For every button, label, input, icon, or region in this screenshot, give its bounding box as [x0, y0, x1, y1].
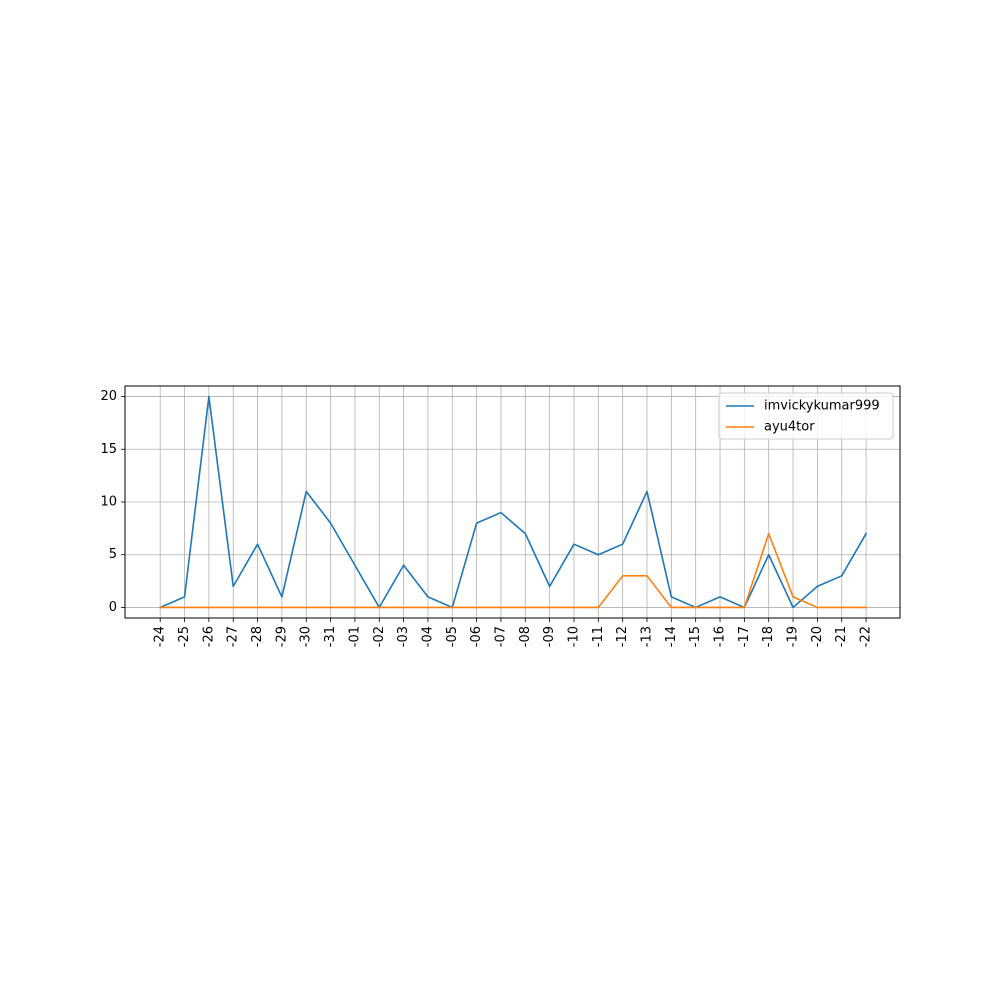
- x-tick-label: -10: [566, 626, 581, 647]
- x-tick-label: -12: [615, 626, 630, 647]
- x-tick-label: -05: [445, 626, 460, 647]
- y-tick-label: 15: [100, 442, 117, 457]
- x-tick-label: -19: [786, 626, 801, 647]
- series-line-1: [159, 395, 868, 609]
- series-line-2: [159, 532, 867, 609]
- x-tick-label: -06: [469, 626, 484, 647]
- series-lines: [159, 395, 868, 609]
- x-tick-label: -27: [226, 626, 241, 647]
- legend-label: imvickykumar999: [764, 399, 880, 414]
- x-tick-label: -04: [420, 626, 435, 647]
- x-tick-label: -20: [810, 626, 825, 647]
- x-tick-label: -16: [713, 626, 728, 647]
- x-axis: -24 -25 -26 -27 -28 -29 -30 -31 -01 -02 -03 -04 -05-…: [153, 618, 874, 647]
- x-tick-label: -02: [372, 626, 387, 647]
- x-tick-label: -13: [640, 626, 655, 647]
- y-axis: 0 5 10 15 20: [100, 389, 125, 615]
- x-tick-label: -22: [859, 626, 874, 647]
- x-tick-label: -17: [737, 626, 752, 647]
- x-tick-label: -21: [834, 626, 849, 647]
- x-tick-label: -31: [323, 626, 338, 647]
- x-tick-label: -15: [688, 626, 703, 647]
- x-tick-label: -09: [542, 626, 557, 647]
- x-tick-label: -24: [153, 626, 168, 647]
- x-tick-label: -11: [591, 626, 606, 647]
- y-tick-label: 10: [100, 495, 117, 510]
- y-tick-label: 5: [109, 547, 117, 562]
- x-tick-label: -07: [493, 626, 508, 647]
- x-tick-label: -14: [664, 626, 679, 647]
- x-tick-label: -26: [201, 626, 216, 647]
- x-tick-label: -30: [299, 626, 314, 647]
- x-tick-label: -08: [518, 626, 533, 647]
- x-tick-label: -29: [274, 626, 289, 647]
- y-tick-label: 20: [100, 389, 117, 404]
- legend-label: ayu4tor: [764, 420, 815, 435]
- legend-box: [718, 392, 894, 440]
- legend: imvickykumar999 ayu4tor: [718, 392, 894, 440]
- x-tick-label: -28: [250, 626, 265, 647]
- y-tick-label: 0: [109, 600, 117, 615]
- x-tick-label: -18: [761, 626, 776, 647]
- x-tick-label: -01: [347, 626, 362, 647]
- x-tick-label: -25: [177, 626, 192, 647]
- x-tick-label: -03: [396, 626, 411, 647]
